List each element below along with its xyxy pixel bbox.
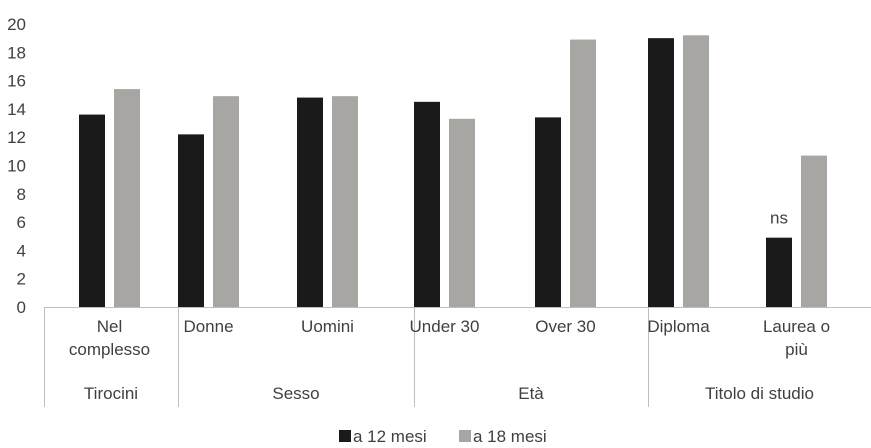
bar-series1 (535, 117, 561, 307)
x-group-label: Sesso (272, 384, 319, 403)
x-group-label: Tirocini (84, 384, 138, 403)
bar-series2 (114, 89, 140, 307)
y-tick-label: 18 (7, 43, 26, 62)
y-tick-label: 2 (17, 270, 26, 289)
x-category-label: Uomini (301, 317, 354, 336)
annotation-label: ns (770, 209, 788, 228)
bar-series2 (801, 155, 827, 307)
x-group-label: Età (518, 384, 544, 403)
bar-series1 (414, 101, 440, 307)
x-axis: Nel complesso Donne Uomini Under 30 Over 30 Di… (44, 307, 871, 407)
legend-label: a 12 mesi (353, 427, 427, 446)
bar-series2 (332, 96, 358, 307)
x-category-label: più (785, 340, 808, 359)
y-tick-label: 16 (7, 72, 26, 91)
bar-series1 (648, 38, 674, 308)
bar-series1 (766, 237, 792, 307)
y-tick-label: 0 (17, 298, 26, 317)
bar-series2 (683, 35, 709, 307)
bar-series1 (297, 97, 323, 307)
annotations: ns (770, 209, 788, 228)
legend: a 12 mesi a 18 mesi (339, 427, 547, 446)
bar-series2 (570, 39, 596, 307)
x-category-label: Diploma (647, 317, 710, 336)
bar-series1 (79, 114, 105, 307)
bar-series2 (213, 96, 239, 307)
bars (79, 35, 827, 308)
legend-swatch (339, 430, 351, 442)
legend-label: a 18 mesi (473, 427, 547, 446)
y-tick-label: 14 (7, 100, 26, 119)
y-tick-label: 10 (7, 157, 26, 176)
y-tick-label: 12 (7, 128, 26, 147)
y-axis: 0 2 4 6 8 10 12 14 16 18 20 (7, 15, 26, 317)
x-category-label: Laurea o (763, 317, 830, 336)
x-group-label: Titolo di studio (705, 384, 814, 403)
y-tick-label: 8 (17, 185, 26, 204)
x-category-label: complesso (69, 340, 150, 359)
bar-series2 (449, 118, 475, 308)
bar-series1 (178, 134, 204, 307)
y-tick-label: 6 (17, 213, 26, 232)
legend-swatch (459, 430, 471, 442)
y-tick-label: 4 (17, 241, 26, 260)
x-category-label: Donne (183, 317, 233, 336)
y-tick-label: 20 (7, 15, 26, 34)
x-category-label: Over 30 (535, 317, 595, 336)
x-category-label: Nel (97, 317, 123, 336)
x-category-label: Under 30 (410, 317, 480, 336)
